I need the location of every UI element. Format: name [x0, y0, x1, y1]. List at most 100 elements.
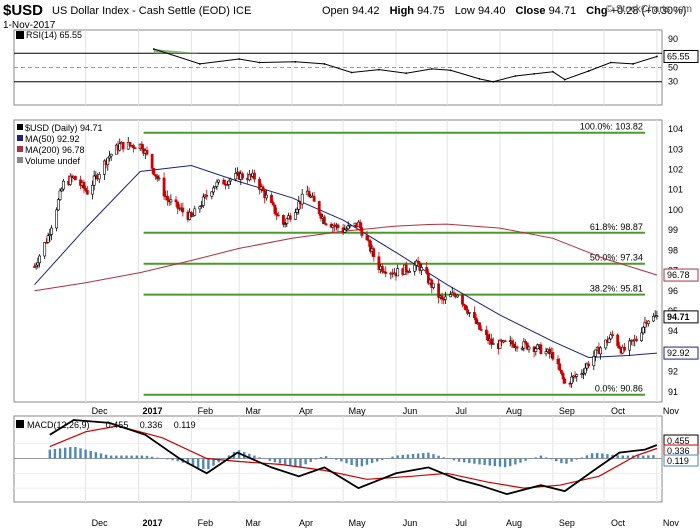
- macd-histogram-bar: [125, 455, 128, 459]
- candle-body: [539, 344, 543, 355]
- candle-body: [215, 181, 219, 187]
- candle-body: [56, 199, 60, 211]
- change-label: Chg: [586, 5, 608, 17]
- macd-histogram-bar: [253, 455, 256, 459]
- rsi-point: [449, 69, 452, 72]
- price-x-tick-label: Aug: [506, 406, 522, 416]
- price-value-label: 92.92: [667, 348, 690, 358]
- candle-body: [466, 309, 470, 314]
- candle-body: [432, 283, 435, 288]
- candle-body: [48, 234, 52, 236]
- symbol: $USD: [3, 2, 44, 19]
- fib-level-label: 100.0%: 103.82: [580, 122, 643, 132]
- candle-body: [131, 145, 135, 149]
- macd-histogram-bar: [130, 455, 133, 459]
- macd-histogram-bar: [427, 452, 430, 459]
- candle-body: [425, 267, 429, 274]
- macd-histogram-bar: [355, 458, 358, 467]
- macd-histogram-bar: [53, 448, 57, 459]
- watermark: © StockCharts.com: [605, 4, 692, 15]
- candle-body: [367, 239, 371, 242]
- candle-body: [201, 196, 205, 206]
- candle-body: [643, 322, 647, 328]
- rsi-point: [533, 72, 536, 75]
- price-legend-entry: $USD (Daily) 94.71: [25, 123, 103, 133]
- candle-body: [640, 332, 643, 341]
- macd-histogram-bar: [493, 458, 497, 467]
- macd-histogram-bar: [468, 458, 471, 464]
- macd-histogram-bar: [616, 455, 619, 459]
- price-x-tick-label: Apr: [299, 406, 313, 416]
- candle-body: [205, 194, 209, 197]
- macd-histogram-bar: [135, 455, 138, 459]
- macd-histogram-bar: [314, 458, 318, 460]
- candle-body: [522, 341, 526, 349]
- close-label: Close: [515, 5, 546, 17]
- macd-histogram-bar: [519, 458, 522, 463]
- instrument-name: US Dollar Index - Cash Settle (EOD) ICE: [52, 5, 251, 17]
- price-y-tick-label: 92: [668, 367, 678, 377]
- candle-body: [599, 347, 603, 355]
- macd-histogram-bar: [457, 458, 461, 462]
- price-legend-swatch: [17, 146, 23, 152]
- macd-histogram-bar: [452, 458, 456, 461]
- macd-line: [49, 419, 658, 496]
- macd-histogram-bar: [202, 458, 205, 470]
- rsi-point: [551, 70, 554, 73]
- candle-body: [418, 262, 422, 271]
- macd-histogram-bar: [416, 453, 420, 459]
- macd-histogram-bar: [360, 458, 364, 467]
- high-label: High: [389, 5, 415, 17]
- candle-body: [191, 214, 195, 217]
- macd-histogram-bar: [84, 449, 87, 459]
- candle-body: [346, 225, 350, 230]
- price-x-tick-label: Jul: [455, 406, 467, 416]
- candle-body: [34, 264, 38, 267]
- macd-histogram-bar: [365, 458, 369, 465]
- candle-body: [551, 351, 555, 360]
- price-y-tick-label: 94: [668, 326, 678, 336]
- macd-histogram-bar: [161, 458, 164, 459]
- macd-histogram-bar: [376, 458, 379, 462]
- macd-histogram-bar: [483, 458, 486, 465]
- price-x-tick-label: May: [349, 406, 367, 416]
- macd-histogram-bar: [94, 452, 98, 459]
- candle-body: [46, 235, 50, 243]
- macd-histogram-bar: [69, 447, 72, 459]
- macd-histogram-bar: [63, 447, 67, 459]
- macd-histogram-bar: [140, 455, 144, 459]
- candle-body: [462, 303, 466, 306]
- macd-legend-entry: MACD(12,26,9): [27, 420, 90, 430]
- price-y-tick-label: 96: [668, 286, 678, 296]
- macd-histogram-bar: [636, 455, 640, 459]
- macd-histogram-bar: [580, 457, 584, 459]
- rsi-value-box: [663, 49, 699, 63]
- candle-body: [544, 351, 548, 355]
- candle-body: [646, 320, 650, 324]
- macd-histogram-bar: [406, 454, 410, 459]
- macd-value-label: 0.455: [667, 436, 690, 446]
- candle-body: [365, 235, 369, 241]
- macd-value-label: 0.119: [667, 456, 689, 466]
- rsi-point: [294, 60, 297, 63]
- macd-value-label: 0.336: [667, 446, 690, 456]
- candle-body: [213, 186, 217, 189]
- candle-body: [241, 173, 244, 179]
- candle-body: [416, 260, 420, 264]
- macd-histogram-bar: [555, 458, 558, 462]
- price-y-tick-label: 104: [668, 124, 683, 134]
- candle-body: [222, 179, 226, 185]
- candle-body: [97, 173, 101, 180]
- exchange: ICE: [232, 5, 252, 17]
- candle-body: [641, 326, 645, 334]
- macd-histogram-bar: [596, 452, 599, 459]
- macd-x-tick-label: Feb: [198, 518, 214, 528]
- candle-body: [512, 343, 516, 348]
- candle-body: [193, 208, 197, 216]
- candle-body: [377, 256, 381, 270]
- macd-x-tick-label: Jul: [455, 518, 467, 528]
- candle-body: [200, 205, 203, 207]
- price-value-box: [663, 346, 699, 360]
- candle-body: [285, 218, 289, 224]
